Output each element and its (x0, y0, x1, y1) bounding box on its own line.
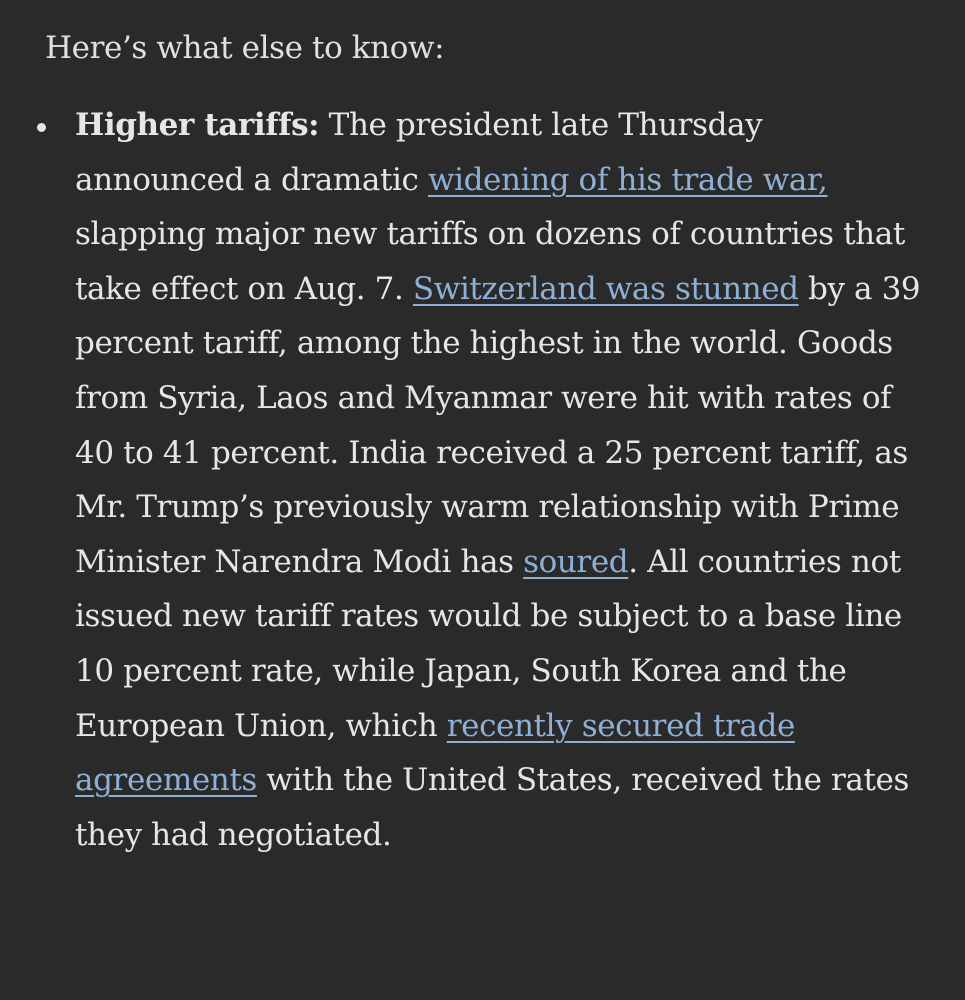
section-intro: Here’s what else to know: (45, 30, 445, 66)
soured-link[interactable]: soured (523, 543, 629, 580)
paragraph-text: The president late Thursday announced a … (75, 107, 763, 198)
bullet-list: Higher tariffs: The president late Thurs… (37, 98, 925, 862)
bullet-icon (37, 123, 46, 132)
switzerland-link[interactable]: Switzerland was stunned (412, 270, 799, 307)
paragraph-text: with the United States, received the rat… (75, 762, 910, 853)
paragraph-text: by a 39 percent tariff, among the highes… (75, 270, 921, 580)
paragraph-text: slapping major new tariffs on dozens of … (75, 216, 905, 307)
paragraph-text: . All countries not issued new tariff ra… (75, 543, 902, 744)
list-item: Higher tariffs: The president late Thurs… (37, 98, 925, 862)
trade-agreements-link[interactable]: recently secured trade agreements (75, 707, 795, 799)
trade-war-link[interactable]: widening of his trade war, (427, 161, 828, 198)
bullet-lead: Higher tariffs: (75, 107, 320, 143)
